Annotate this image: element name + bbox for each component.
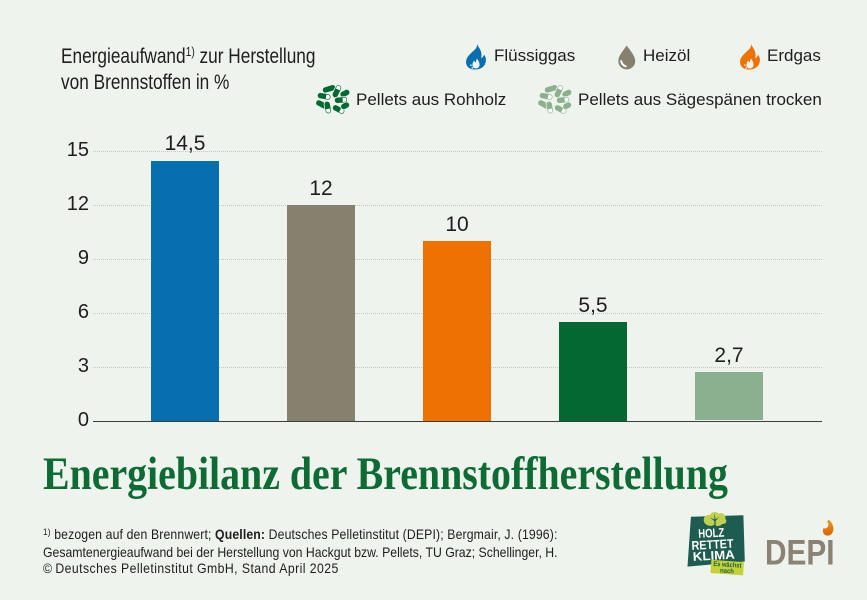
svg-text:KLIMA: KLIMA <box>692 548 735 564</box>
svg-text:DEPI: DEPI <box>765 533 835 573</box>
svg-text:nach: nach <box>720 568 734 576</box>
svg-text:RETTET: RETTET <box>691 537 734 553</box>
svg-text:Es wächst: Es wächst <box>713 561 742 570</box>
svg-text:HOLZ: HOLZ <box>698 526 725 541</box>
